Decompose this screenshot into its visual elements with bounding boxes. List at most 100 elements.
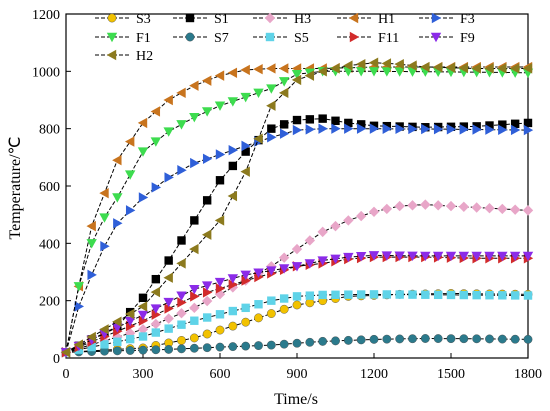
data-point [509, 204, 521, 215]
data-point [189, 333, 199, 343]
data-point [433, 123, 444, 135]
data-point [214, 215, 225, 226]
x-tick-label: 0 [63, 367, 70, 382]
data-point [432, 251, 444, 262]
data-point [215, 310, 225, 319]
data-point [485, 291, 494, 300]
data-point [420, 334, 430, 343]
legend: S3 S1 H3 H1 F3 F1 S7 S5 F11 F9 H2 [95, 12, 475, 64]
series-line [65, 66, 528, 353]
data-point [331, 123, 341, 134]
data-point [356, 290, 366, 299]
data-point [356, 120, 366, 129]
data-point [151, 182, 162, 193]
data-point [278, 252, 290, 263]
data-point [509, 251, 521, 262]
data-point [522, 205, 534, 216]
data-point [421, 123, 431, 135]
y-tick-label: 0 [53, 352, 60, 367]
y-axis-title: Temperature/℃ [7, 136, 24, 239]
y-tick-label: 1200 [32, 8, 60, 23]
data-point [523, 291, 533, 300]
data-point [445, 251, 457, 262]
data-point [189, 80, 199, 91]
data-point [510, 291, 520, 300]
data-point [214, 277, 226, 288]
legend-label: H1 [378, 12, 395, 27]
data-point [471, 63, 481, 74]
data-point [292, 115, 302, 125]
data-point [381, 203, 393, 215]
legend-item-h2: H2 [95, 49, 153, 64]
data-point [215, 176, 225, 185]
data-point [510, 334, 520, 344]
data-point [87, 342, 96, 352]
data-point [420, 61, 430, 73]
data-point [202, 287, 213, 298]
data-point [278, 77, 290, 87]
data-point [317, 66, 327, 77]
data-point [241, 140, 251, 152]
data-point [278, 63, 289, 74]
data-point [292, 292, 302, 301]
legend-label: F1 [136, 31, 151, 46]
data-point [189, 243, 199, 255]
data-point [498, 120, 507, 129]
data-point [176, 120, 187, 130]
series-line [65, 204, 529, 353]
data-point [176, 87, 186, 99]
data-point [201, 281, 213, 291]
legend-item-f9: F9 [419, 31, 475, 46]
data-point [227, 97, 239, 107]
data-point [485, 334, 494, 344]
data-point [279, 339, 289, 349]
x-tick-label: 1800 [514, 367, 542, 382]
data-point [355, 58, 366, 70]
data-point [163, 313, 174, 324]
data-point [201, 75, 212, 86]
data-point [189, 343, 199, 353]
data-point [304, 235, 316, 246]
data-point [164, 303, 174, 314]
data-point [355, 252, 367, 262]
data-point [510, 124, 521, 136]
data-point [138, 315, 149, 326]
data-point [201, 229, 212, 240]
data-point [304, 70, 315, 81]
data-point [471, 251, 482, 262]
data-point [472, 290, 481, 300]
data-point [446, 124, 457, 135]
data-point [150, 286, 161, 298]
data-point [407, 200, 418, 211]
data-point [291, 243, 303, 255]
data-point [445, 62, 456, 73]
data-point [408, 290, 417, 299]
data-point [241, 341, 251, 351]
data-point [509, 63, 520, 74]
data-point [228, 144, 239, 156]
data-point [254, 341, 263, 351]
data-point [497, 63, 507, 74]
data-point [190, 157, 200, 169]
data-point [190, 316, 199, 325]
legend-marker [264, 12, 276, 24]
data-point [86, 331, 96, 343]
data-point [138, 192, 149, 203]
data-point [253, 133, 263, 144]
data-point [112, 316, 122, 327]
data-point [112, 193, 123, 203]
data-point [86, 239, 97, 249]
legend-item-h1: H1 [337, 12, 395, 27]
data-point [356, 123, 367, 134]
data-point [318, 123, 328, 134]
data-point [305, 291, 315, 300]
data-point [177, 344, 186, 354]
legend-label: H2 [136, 49, 153, 64]
data-point [343, 252, 354, 263]
data-point [355, 210, 367, 222]
data-point [227, 274, 239, 284]
data-point [305, 298, 315, 308]
y-tick-label: 800 [39, 123, 60, 138]
data-point [472, 334, 482, 344]
data-point [420, 199, 431, 210]
